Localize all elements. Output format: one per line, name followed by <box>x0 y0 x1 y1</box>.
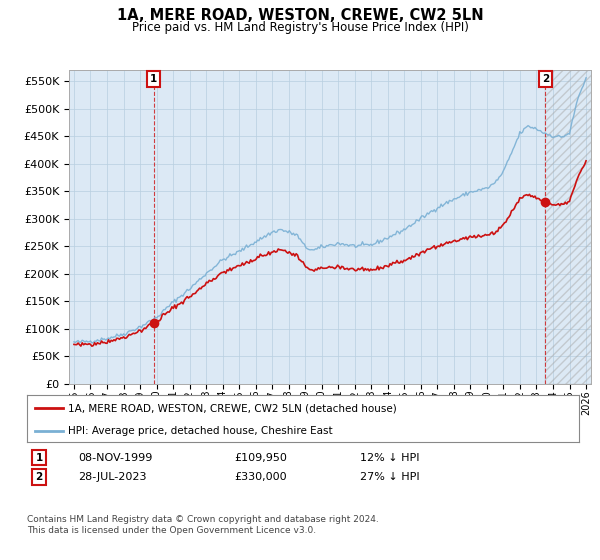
Text: 12% ↓ HPI: 12% ↓ HPI <box>360 452 419 463</box>
Text: 1: 1 <box>35 452 43 463</box>
Text: 08-NOV-1999: 08-NOV-1999 <box>78 452 152 463</box>
Text: 1A, MERE ROAD, WESTON, CREWE, CW2 5LN: 1A, MERE ROAD, WESTON, CREWE, CW2 5LN <box>116 8 484 24</box>
Text: 28-JUL-2023: 28-JUL-2023 <box>78 472 146 482</box>
Text: Contains HM Land Registry data © Crown copyright and database right 2024.
This d: Contains HM Land Registry data © Crown c… <box>27 515 379 535</box>
Text: Price paid vs. HM Land Registry's House Price Index (HPI): Price paid vs. HM Land Registry's House … <box>131 21 469 34</box>
Text: £330,000: £330,000 <box>234 472 287 482</box>
Text: 2: 2 <box>542 74 549 85</box>
Text: £109,950: £109,950 <box>234 452 287 463</box>
Text: 27% ↓ HPI: 27% ↓ HPI <box>360 472 419 482</box>
Text: 1: 1 <box>150 74 157 85</box>
Text: 2: 2 <box>35 472 43 482</box>
Text: 1A, MERE ROAD, WESTON, CREWE, CW2 5LN (detached house): 1A, MERE ROAD, WESTON, CREWE, CW2 5LN (d… <box>68 403 397 413</box>
Text: HPI: Average price, detached house, Cheshire East: HPI: Average price, detached house, Ches… <box>68 426 333 436</box>
